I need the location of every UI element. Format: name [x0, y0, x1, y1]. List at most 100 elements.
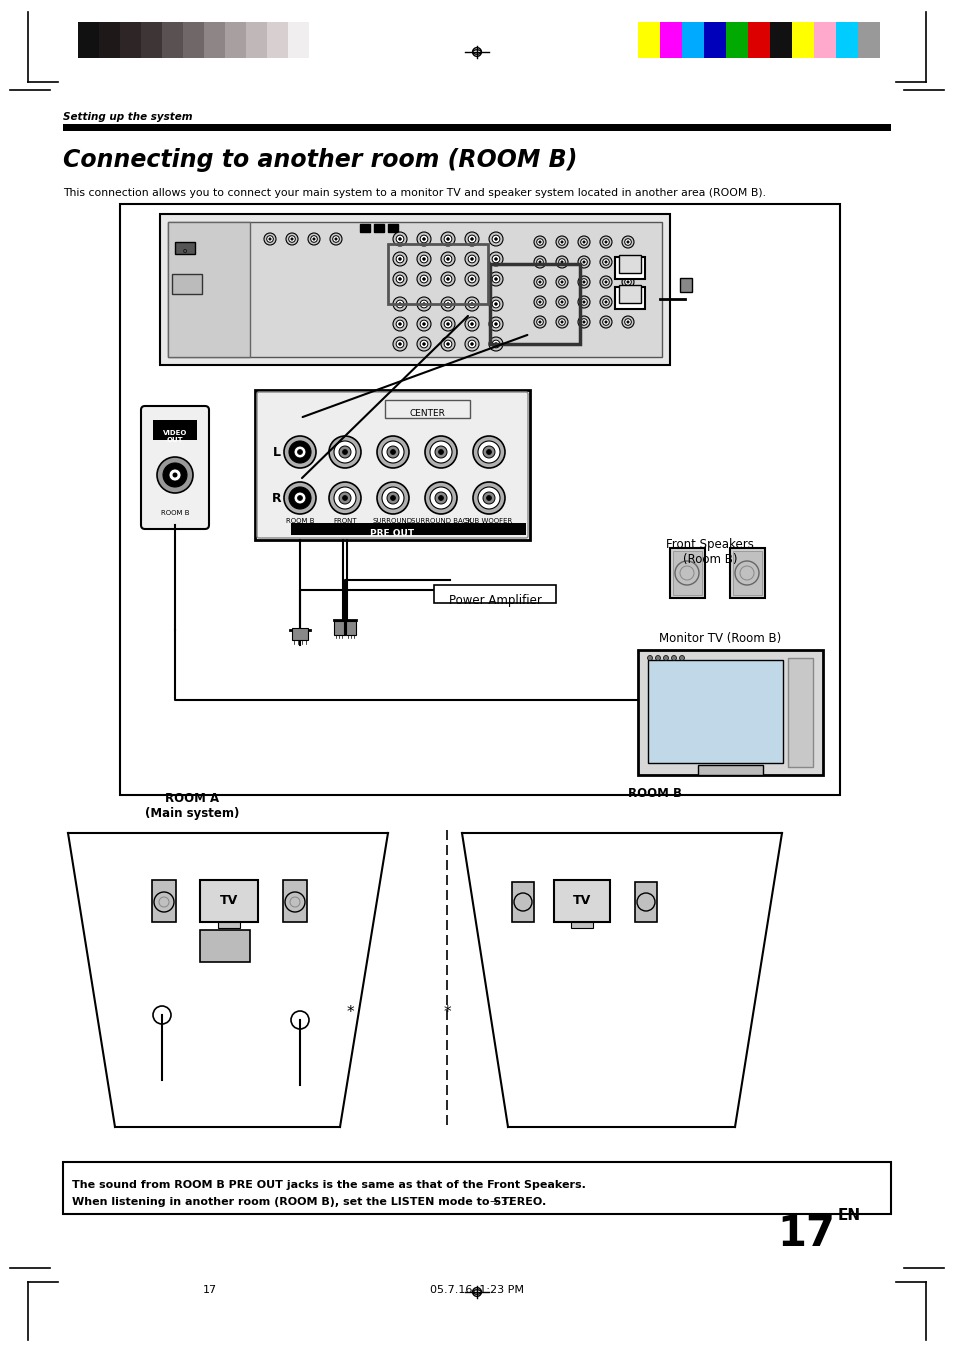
Circle shape: [580, 299, 587, 305]
Circle shape: [582, 320, 584, 323]
Circle shape: [395, 340, 403, 347]
Circle shape: [558, 239, 565, 246]
Circle shape: [655, 655, 659, 661]
Circle shape: [621, 296, 634, 308]
Text: Front Speakers
(Room B): Front Speakers (Room B): [665, 538, 753, 566]
Circle shape: [599, 276, 612, 288]
Circle shape: [538, 281, 540, 284]
Circle shape: [602, 258, 609, 265]
Circle shape: [390, 496, 395, 500]
Circle shape: [558, 319, 565, 326]
Circle shape: [416, 297, 431, 311]
Circle shape: [556, 236, 567, 249]
Text: R: R: [272, 492, 281, 504]
Text: o: o: [183, 249, 187, 254]
Circle shape: [556, 296, 567, 308]
Circle shape: [468, 300, 476, 308]
Bar: [78, 22, 99, 58]
Text: Power Amplifier: Power Amplifier: [448, 594, 541, 607]
Bar: [512, 882, 534, 921]
Circle shape: [393, 232, 407, 246]
Circle shape: [534, 255, 545, 267]
Circle shape: [440, 336, 455, 351]
Circle shape: [284, 436, 315, 467]
Circle shape: [444, 320, 452, 328]
Circle shape: [473, 482, 504, 513]
Circle shape: [604, 240, 606, 243]
Circle shape: [624, 278, 631, 285]
Circle shape: [269, 238, 271, 240]
Circle shape: [393, 336, 407, 351]
Circle shape: [464, 253, 478, 266]
Circle shape: [435, 492, 447, 504]
Circle shape: [330, 232, 341, 245]
Circle shape: [626, 281, 629, 284]
Circle shape: [492, 276, 499, 282]
Circle shape: [419, 235, 427, 243]
Circle shape: [482, 492, 495, 504]
Circle shape: [494, 238, 497, 240]
Circle shape: [393, 253, 407, 266]
Bar: [141, 22, 162, 58]
Circle shape: [537, 319, 542, 326]
Circle shape: [486, 450, 491, 454]
Circle shape: [289, 440, 311, 463]
Circle shape: [494, 303, 497, 305]
Circle shape: [464, 272, 478, 286]
Circle shape: [473, 436, 504, 467]
Bar: [359, 224, 370, 232]
Bar: [698, 765, 762, 775]
Bar: [246, 22, 267, 58]
Bar: [283, 880, 307, 921]
Circle shape: [470, 277, 473, 281]
Circle shape: [489, 272, 502, 286]
Circle shape: [626, 261, 629, 263]
Circle shape: [416, 317, 431, 331]
Circle shape: [440, 232, 455, 246]
Circle shape: [537, 278, 542, 285]
Circle shape: [440, 253, 455, 266]
Text: Setting up the system: Setting up the system: [63, 112, 193, 122]
Circle shape: [398, 303, 401, 305]
Circle shape: [376, 436, 409, 467]
Text: VIDEO
OUT: VIDEO OUT: [163, 430, 187, 443]
Circle shape: [468, 340, 476, 347]
Circle shape: [538, 261, 540, 263]
Circle shape: [534, 276, 545, 288]
Circle shape: [602, 239, 609, 246]
Text: L: L: [273, 446, 281, 458]
Bar: [172, 274, 202, 295]
Bar: [725, 22, 747, 58]
Circle shape: [440, 317, 455, 331]
Circle shape: [338, 446, 351, 458]
Circle shape: [284, 482, 315, 513]
Circle shape: [489, 232, 502, 246]
Circle shape: [464, 232, 478, 246]
Circle shape: [679, 655, 684, 661]
Circle shape: [444, 255, 452, 263]
Circle shape: [381, 486, 403, 509]
Circle shape: [599, 296, 612, 308]
Circle shape: [398, 238, 401, 240]
Circle shape: [560, 240, 562, 243]
Text: → 37: → 37: [490, 1197, 513, 1206]
Circle shape: [494, 277, 497, 281]
Circle shape: [342, 496, 347, 500]
Circle shape: [578, 236, 589, 249]
Circle shape: [580, 239, 587, 246]
Circle shape: [297, 450, 302, 454]
Circle shape: [492, 255, 499, 263]
Bar: [99, 22, 120, 58]
Circle shape: [534, 236, 545, 249]
Circle shape: [580, 258, 587, 265]
Circle shape: [313, 238, 314, 240]
Circle shape: [395, 276, 403, 282]
Bar: [254, 390, 530, 540]
Circle shape: [468, 320, 476, 328]
Circle shape: [163, 463, 187, 486]
Circle shape: [602, 278, 609, 285]
Circle shape: [578, 276, 589, 288]
Circle shape: [599, 255, 612, 267]
Bar: [183, 22, 204, 58]
Circle shape: [470, 303, 473, 305]
